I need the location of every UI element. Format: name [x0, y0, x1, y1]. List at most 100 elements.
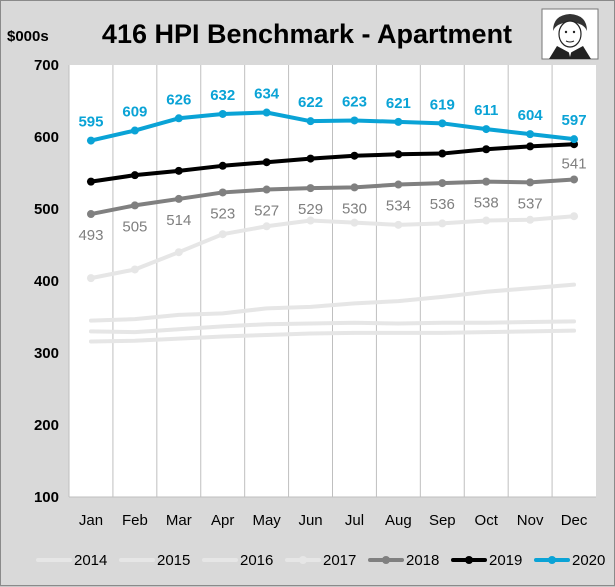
data-point	[174, 114, 183, 123]
data-label-2020: 623	[342, 93, 367, 110]
data-label-2020: 595	[78, 114, 103, 131]
units-label: $000s	[7, 28, 49, 45]
data-point	[570, 175, 579, 184]
series-line	[88, 177, 577, 217]
legend-item-2017: 2017	[285, 552, 356, 569]
series-2019	[86, 140, 579, 186]
data-point	[350, 218, 359, 227]
legend: 2014 2015 2016 2017 2018 2019 2020	[36, 552, 605, 569]
data-point	[306, 216, 315, 225]
x-tick-label: Sep	[429, 512, 456, 529]
series-line	[88, 214, 577, 281]
x-axis: Jan Feb Mar Apr May Jun Jul Aug Sep Oct Nov Dec	[79, 512, 588, 529]
data-label-2018: 537	[518, 195, 543, 212]
data-point	[174, 194, 183, 203]
x-tick-label: Aug	[385, 512, 412, 529]
data-point	[306, 154, 315, 163]
y-tick-label: 400	[34, 273, 59, 290]
y-axis: 100 200 300 400 500 600 700	[34, 57, 59, 506]
data-label-2020: 634	[254, 86, 280, 103]
series-2015	[88, 319, 577, 335]
data-point	[262, 185, 271, 194]
data-point	[438, 179, 447, 188]
avatar	[541, 8, 599, 60]
series-2018	[86, 175, 579, 219]
data-label-2020: 597	[562, 112, 587, 129]
data-point	[262, 158, 271, 167]
data-point	[438, 149, 447, 158]
legend-item-2018: 2018	[368, 552, 439, 569]
data-point	[350, 183, 359, 192]
legend-item-2020: 2020	[534, 552, 605, 569]
series-layer	[86, 108, 579, 344]
legend-marker	[465, 556, 473, 564]
data-point	[482, 125, 491, 134]
legend-marker	[299, 556, 307, 564]
data-point	[306, 184, 315, 193]
x-tick-label: Jun	[298, 512, 322, 529]
data-label-2018: 534	[386, 198, 411, 215]
cartoon-portrait-icon	[549, 14, 591, 59]
legend-label: 2017	[323, 552, 356, 569]
data-point	[130, 265, 139, 274]
series-2016	[88, 282, 577, 323]
series-line	[88, 282, 577, 323]
data-point	[438, 219, 447, 228]
legend-label: 2018	[406, 552, 439, 569]
data-point	[526, 130, 535, 139]
series-2020	[86, 108, 579, 145]
y-tick-label: 200	[34, 417, 59, 434]
data-point	[218, 109, 227, 118]
legend-label: 2016	[240, 552, 273, 569]
data-label-2018: 493	[78, 227, 103, 244]
data-point	[262, 222, 271, 231]
x-tick-label: Feb	[122, 512, 148, 529]
data-point	[526, 142, 535, 151]
legend-item-2014: 2014	[36, 552, 107, 569]
data-label-2018: 529	[298, 201, 323, 218]
data-point	[482, 177, 491, 186]
data-point	[218, 161, 227, 170]
legend-marker	[382, 556, 390, 564]
data-point	[306, 117, 315, 126]
legend-item-2019: 2019	[451, 552, 522, 569]
data-label-2020: 632	[210, 87, 235, 104]
series-line	[88, 110, 577, 143]
series-line	[88, 328, 577, 344]
data-point	[174, 248, 183, 257]
data-label-2018: 530	[342, 200, 367, 217]
data-point	[218, 230, 227, 239]
y-tick-label: 700	[34, 57, 59, 74]
x-tick-label: Apr	[211, 512, 234, 529]
y-tick-label: 100	[34, 489, 59, 506]
y-tick-label: 500	[34, 201, 59, 218]
x-tick-label: Nov	[517, 512, 544, 529]
data-point	[86, 136, 95, 145]
data-label-2020: 611	[474, 102, 498, 119]
x-tick-label: Dec	[561, 512, 588, 529]
data-label-2018: 536	[430, 196, 455, 213]
data-label-2018: 505	[122, 218, 147, 235]
legend-label: 2019	[489, 552, 522, 569]
gridlines	[112, 65, 553, 497]
data-point	[350, 116, 359, 125]
data-point	[526, 178, 535, 187]
data-point	[482, 216, 491, 225]
chart-title: 416 HPI Benchmark - Apartment	[102, 19, 512, 49]
data-point	[526, 215, 535, 224]
data-label-2020: 621	[386, 95, 411, 112]
legend-item-2015: 2015	[119, 552, 190, 569]
data-point	[130, 126, 139, 135]
data-point	[394, 117, 403, 126]
data-point	[174, 166, 183, 175]
data-point	[394, 180, 403, 189]
data-label-2020: 619	[430, 96, 455, 113]
legend-item-2016: 2016	[202, 552, 273, 569]
data-label-2020: 609	[122, 104, 147, 121]
data-point	[262, 108, 271, 117]
plot-area	[68, 65, 596, 498]
x-tick-label: May	[252, 512, 281, 529]
x-tick-label: Oct	[475, 512, 499, 529]
data-point	[86, 274, 95, 283]
